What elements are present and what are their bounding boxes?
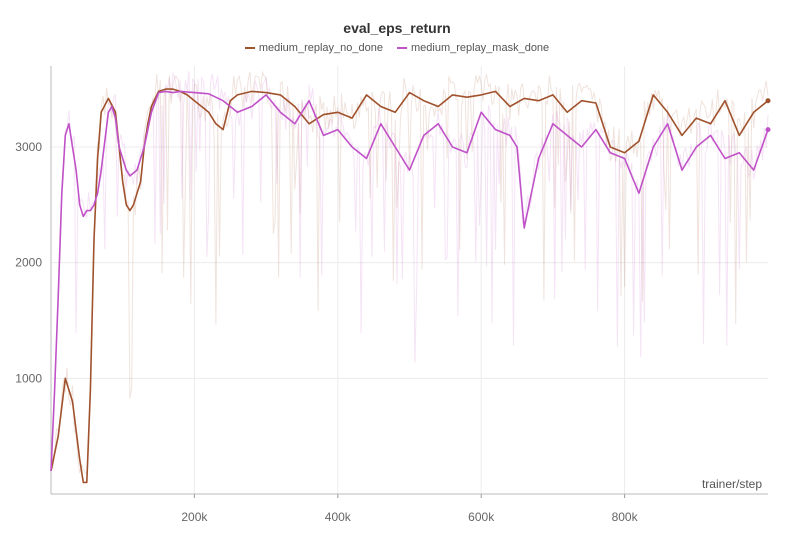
x-tick-label: 800k [612,510,639,524]
tick-labels: 1000 2000 3000 200k 400k 600k 800k trainer/step [15,140,762,524]
grid [51,66,768,494]
legend-label-mask-done: medium_replay_mask_done [410,42,550,54]
chart-title: eval_eps_return [343,20,451,36]
series-line-0[interactable] [50,88,769,484]
raw-traces [50,70,769,476]
series-lines [50,88,771,484]
x-tick-label: 600k [468,510,495,524]
x-axis-title: trainer/step [702,477,762,491]
series-line-1[interactable] [50,90,769,471]
legend-swatch-mask-done [396,47,407,49]
y-tick-label: 2000 [15,256,42,270]
legend-label-no-done: medium_replay_no_done [258,42,383,54]
x-tick-label: 200k [181,510,208,524]
y-tick-label: 3000 [15,140,42,154]
legend-item-mask-done[interactable]: medium_replay_mask_done [396,42,550,54]
legend: medium_replay_no_done medium_replay_mask… [0,42,794,54]
series-endpoint-1 [765,127,771,133]
legend-swatch-no-done [244,47,255,49]
axes [50,66,768,498]
y-tick-label: 1000 [15,371,42,385]
x-tick-label: 400k [325,510,352,524]
series-endpoint-0 [765,98,771,104]
raw-trace-1 [50,71,769,471]
legend-item-no-done[interactable]: medium_replay_no_done [244,42,383,54]
